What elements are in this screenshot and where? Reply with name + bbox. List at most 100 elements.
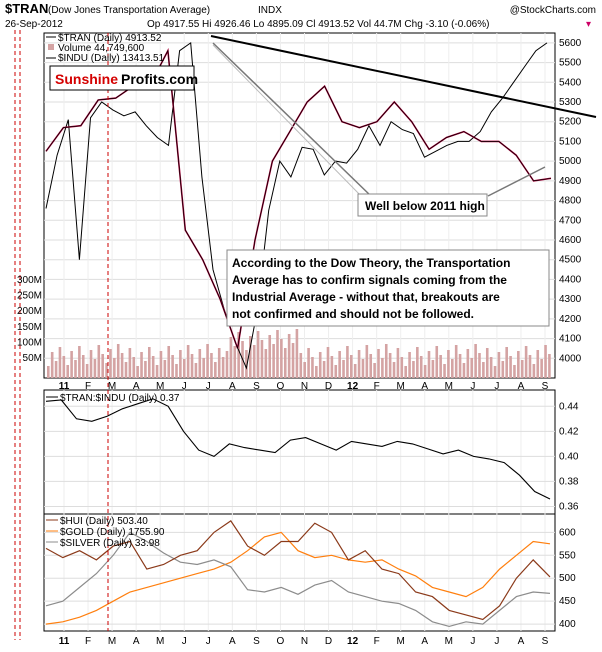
volume-bar	[419, 356, 423, 378]
brand-box	[49, 65, 195, 91]
x-tick-bottom: 11	[59, 636, 70, 647]
y-tick-p1: 4500	[559, 255, 582, 266]
volume-bar	[361, 359, 365, 378]
volume-bar	[299, 353, 303, 378]
volume-bar	[148, 347, 151, 378]
volume-bar	[326, 347, 330, 378]
x-tick-top: M	[445, 381, 453, 392]
volume-bar	[167, 346, 171, 378]
volume-bar	[136, 366, 139, 378]
volume-bar	[264, 349, 268, 378]
volume-bar	[404, 366, 407, 378]
volume-bar	[101, 354, 104, 378]
volume-bar	[528, 355, 532, 378]
volume-bar	[217, 348, 221, 378]
y-tick-p1: 4900	[559, 176, 582, 187]
volume-bar	[373, 363, 376, 378]
volume-tick: 50M	[23, 353, 42, 364]
x-tick-top: S	[542, 381, 549, 392]
volume-bar	[128, 348, 132, 378]
y-tick-p1: 5400	[559, 77, 582, 88]
volume-bar	[287, 334, 291, 378]
volume-bar	[509, 356, 512, 378]
brand-part1: Sunshine	[55, 71, 118, 87]
volume-bar	[50, 352, 54, 378]
x-tick-top: J	[470, 381, 475, 392]
credit: @StockCharts.com	[510, 5, 596, 16]
volume-bar	[105, 363, 108, 378]
volume-bar	[303, 362, 306, 378]
note-line-2: Average has to confirm signals coming fr…	[232, 273, 507, 287]
volume-bar	[268, 335, 272, 378]
volume-bar	[124, 362, 128, 378]
volume-bar	[58, 347, 62, 378]
x-tick-top: D	[325, 381, 332, 392]
brand-logo: Sunshine Profits.com	[49, 65, 198, 91]
y-axis-labels: 4000 4100 4200 4300 4400 4500 4600 4700 4800 4900…	[17, 38, 582, 630]
x-tick-bottom: F	[85, 636, 91, 647]
volume-bar	[470, 358, 474, 378]
series-gold	[45, 531, 551, 625]
volume-bar	[89, 350, 93, 378]
x-tick-bottom: J	[494, 636, 499, 647]
x-tick-bottom: M	[397, 636, 405, 647]
volume-bar	[151, 356, 155, 378]
x-tick-top: M	[397, 381, 405, 392]
volume-bar	[489, 357, 493, 378]
volume-bar	[462, 363, 466, 378]
volume-bar	[249, 336, 252, 378]
symbol-desc: (Dow Jones Transportation Average)	[48, 5, 210, 16]
volume-bar	[377, 349, 380, 378]
x-tick-top: M	[108, 381, 116, 392]
volume-bar	[474, 344, 477, 378]
volume-bar	[427, 351, 431, 378]
x-tick-bottom: 12	[347, 636, 359, 647]
callout-line-1b	[212, 44, 366, 201]
x-tick-bottom: D	[325, 636, 332, 647]
x-tick-top: M	[156, 381, 164, 392]
x-tick-top: F	[85, 381, 91, 392]
volume-bar	[225, 351, 229, 378]
volume-bar	[214, 362, 217, 378]
y-tick-p3: 550	[559, 550, 576, 561]
legend-metals: $HUI (Daily) 503.40 $GOLD (Daily) 1755.9…	[46, 516, 165, 549]
volume-bar	[206, 344, 209, 378]
x-tick-bottom: J	[470, 636, 475, 647]
volume-bar	[548, 354, 551, 378]
callout-text: Well below 2011 high	[365, 199, 485, 213]
volume-bar	[70, 351, 73, 378]
volume-bar	[396, 348, 400, 378]
series-indu	[45, 41, 548, 370]
volume-bar	[237, 332, 240, 378]
dow-theory-note: According to the Dow Theory, the Transpo…	[226, 249, 550, 327]
x-tick-top: O	[277, 381, 285, 392]
volume-bar	[458, 354, 462, 378]
y-tick-p1: 4100	[559, 334, 582, 345]
callout-line-2	[487, 166, 546, 197]
volume-bar	[233, 346, 237, 378]
y-tick-p2: 0.42	[559, 426, 579, 437]
volume-bar	[221, 357, 225, 378]
x-tick-bottom: S	[253, 636, 260, 647]
y-tick-p1: 5000	[559, 156, 582, 167]
volume-bar	[116, 344, 120, 378]
volume-bar	[93, 359, 97, 378]
volume-bar	[74, 360, 77, 378]
y-tick-p1: 5100	[559, 136, 582, 147]
panel3-frame	[43, 513, 556, 632]
y-tick-p1: 4000	[559, 353, 582, 364]
x-tick-top: N	[301, 381, 308, 392]
volume-bar	[501, 361, 505, 378]
volume-bar	[159, 351, 163, 378]
legend-volume: Volume 44,749,600	[58, 43, 145, 54]
x-tick-top: F	[374, 381, 380, 392]
volume-bar	[47, 366, 50, 378]
legend-ratio: $TRAN:$INDU (Daily) 0.37	[46, 393, 180, 404]
y-tick-p1: 5500	[559, 58, 582, 69]
volume-bar	[451, 359, 454, 378]
volume-bar	[315, 366, 318, 378]
y-tick-p1: 4800	[559, 196, 582, 207]
chart-date: 26-Sep-2012	[5, 19, 63, 30]
volume-bar	[140, 352, 143, 378]
volume-bar	[439, 355, 442, 378]
